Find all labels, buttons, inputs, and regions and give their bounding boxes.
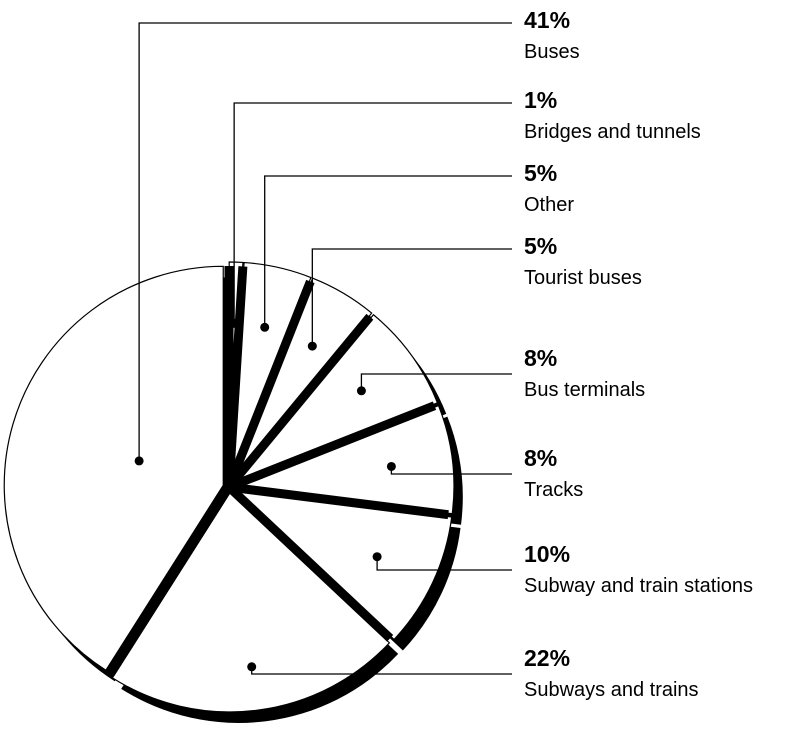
leader-line bbox=[251, 666, 512, 675]
slice-percent-label: 10% bbox=[524, 541, 570, 567]
slice-category-label: Tourist buses bbox=[524, 267, 642, 289]
slice-percent-label: 22% bbox=[524, 645, 570, 671]
slice-divider bbox=[227, 401, 437, 492]
leader-line bbox=[233, 102, 512, 324]
slice-percent-label: 8% bbox=[524, 345, 557, 371]
slice-category-label: Tracks bbox=[524, 479, 583, 501]
leader-lines bbox=[134, 22, 512, 675]
slice-percent-label: 1% bbox=[524, 87, 557, 113]
slice-category-label: Buses bbox=[524, 41, 580, 63]
slice-category-label: Other bbox=[524, 194, 574, 216]
slice-category-label: Bridges and tunnels bbox=[524, 121, 701, 143]
slice-divider bbox=[228, 482, 449, 520]
leader-line bbox=[390, 466, 512, 475]
pie-dividers bbox=[106, 266, 449, 677]
slice-category-label: Subway and train stations bbox=[524, 575, 753, 597]
slice-category-label: Bus terminals bbox=[524, 379, 645, 401]
slice-percent-label: 41% bbox=[524, 7, 570, 33]
slice-subway-and-train-stations bbox=[232, 488, 453, 641]
slice-divider bbox=[225, 483, 394, 642]
slice-buses bbox=[3, 265, 224, 672]
slice-percent-label: 5% bbox=[524, 160, 557, 186]
leader-line bbox=[376, 556, 512, 571]
slice-divider bbox=[224, 266, 248, 488]
leader-line bbox=[264, 175, 512, 328]
slice-percent-label: 5% bbox=[524, 233, 557, 259]
leader-line bbox=[311, 248, 512, 347]
leader-line bbox=[138, 22, 512, 461]
slice-category-label: Subways and trains bbox=[524, 679, 699, 701]
slice-divider bbox=[106, 484, 233, 677]
slice-percent-label: 8% bbox=[524, 445, 557, 471]
slice-divider bbox=[225, 313, 374, 490]
slice-labels: 41% Buses 1% Bridges and tunnels 5% Other 5% To… bbox=[524, 7, 753, 701]
slice-divider bbox=[224, 279, 315, 489]
slice-tracks bbox=[234, 404, 455, 515]
leader-line bbox=[360, 373, 512, 391]
slice-bus-terminals bbox=[233, 313, 439, 485]
slice-subways-and-trains bbox=[111, 492, 391, 713]
pie-slices bbox=[3, 261, 455, 713]
